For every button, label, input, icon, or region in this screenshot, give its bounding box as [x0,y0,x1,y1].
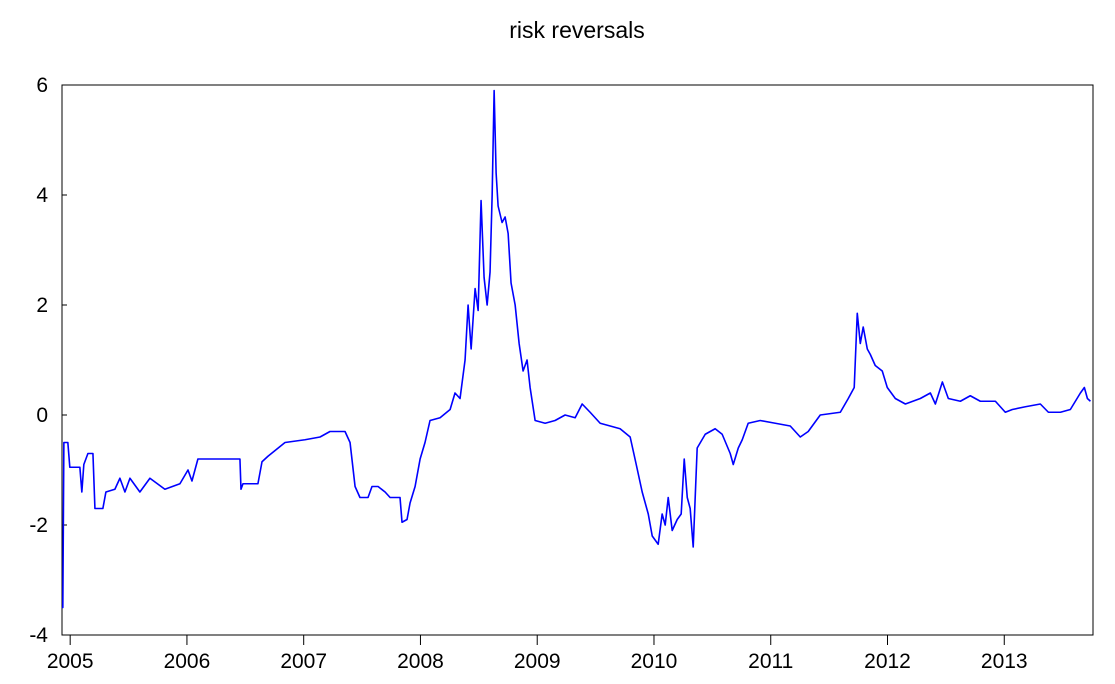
x-tick-label: 2005 [47,650,94,673]
x-tick-label: 2011 [748,650,793,673]
y-tick-label: 0 [36,404,48,427]
chart-title: risk reversals [509,17,644,43]
y-tick-label: 2 [36,294,48,317]
x-tick-label: 2008 [397,650,444,673]
x-tick-label: 2010 [631,650,678,673]
x-tick-label: 2013 [981,650,1028,673]
y-tick-label: -4 [29,624,48,647]
line [61,89,1091,609]
x-tick-label: 2007 [280,650,327,673]
y-tick-label: 4 [36,184,48,207]
x-tick-label: 2006 [164,650,211,673]
y-tick-label: -2 [29,514,48,537]
x-tick-label: 2009 [514,650,561,673]
x-tick-label: 2012 [864,650,911,673]
y-tick-label: 6 [36,74,48,97]
plot-frame [61,84,1094,636]
